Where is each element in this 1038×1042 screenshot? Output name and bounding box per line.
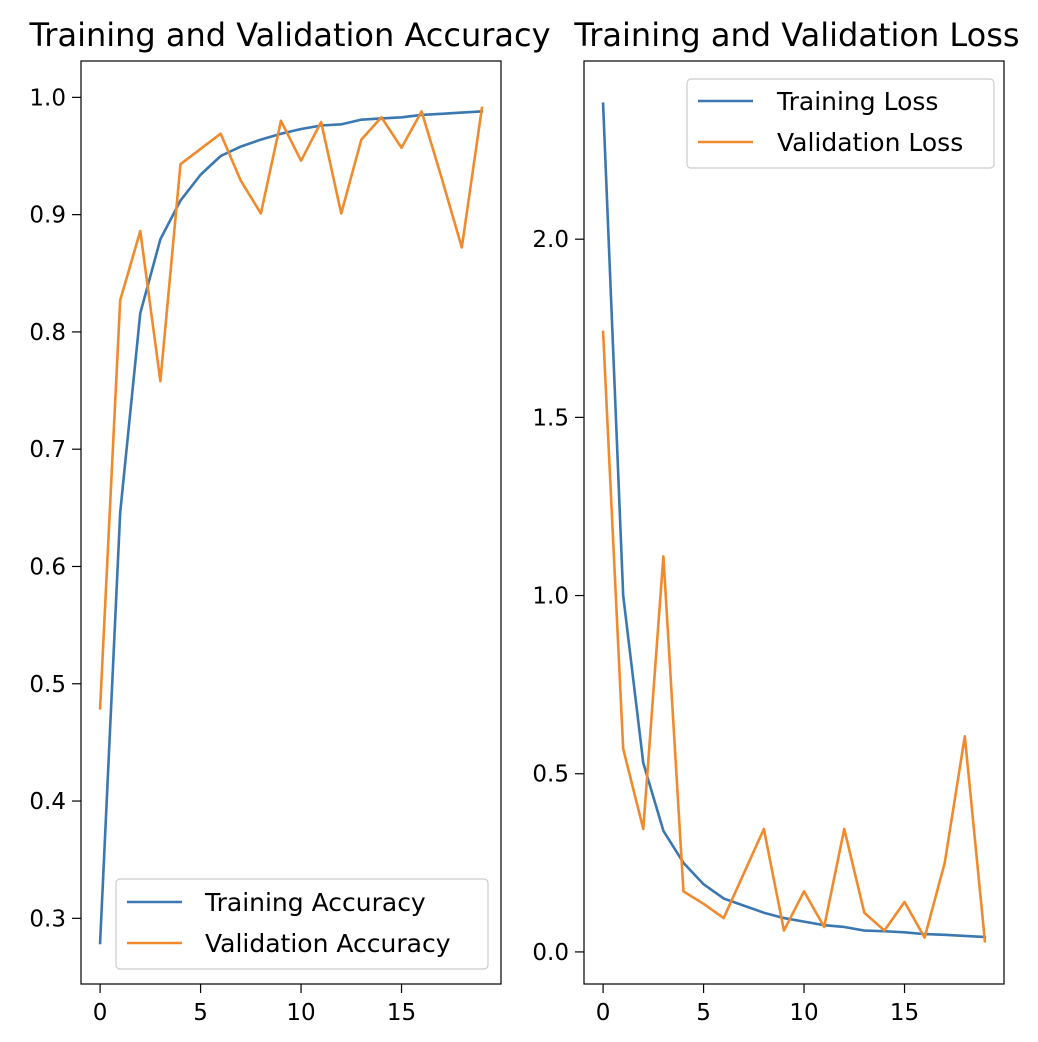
accuracy-x-tick-label: 15 (387, 1000, 416, 1026)
accuracy-legend-box (115, 878, 489, 970)
accuracy-y-tick-label: 0.4 (29, 789, 66, 815)
loss-y-tick-label: 1.5 (532, 405, 569, 431)
loss-x-tick-label: 5 (696, 1000, 711, 1026)
loss-legend-box (686, 78, 995, 169)
accuracy-x-tick-label: 10 (286, 1000, 315, 1026)
loss-chart-title: Training and Validation Loss (573, 16, 1019, 54)
legend-label-training-accuracy: Training Accuracy (204, 888, 426, 917)
accuracy-y-tick-label: 0.6 (29, 554, 66, 580)
series-line-validation-loss (601, 330, 987, 943)
loss-y-tick-label: 2.0 (532, 227, 569, 253)
legend-label-validation-loss: Validation Loss (777, 128, 963, 157)
accuracy-y-tick-label: 0.3 (29, 906, 66, 932)
loss-plot-frame (583, 60, 1005, 985)
accuracy-legend: Training Accuracy Validation Accuracy (115, 878, 489, 970)
accuracy-x-tick-label: 0 (93, 1000, 108, 1026)
legend-label-validation-accuracy: Validation Accuracy (205, 929, 451, 958)
accuracy-plot-frame (80, 60, 502, 985)
accuracy-y-tick-label: 0.9 (29, 203, 66, 229)
loss-legend: Training Loss Validation Loss (686, 78, 995, 169)
accuracy-y-tick-label: 0.7 (29, 437, 66, 463)
series-line-validation-accuracy (98, 106, 484, 710)
accuracy-x-tick-label: 5 (193, 1000, 208, 1026)
accuracy-chart: Training and Validation Accuracy 0 5 10 15 0… (28, 16, 550, 1026)
accuracy-y-tick-label: 0.8 (29, 320, 66, 346)
loss-x-tick-label: 0 (596, 1000, 611, 1026)
loss-x-tick-label: 10 (789, 1000, 818, 1026)
legend-label-training-loss: Training Loss (776, 87, 938, 116)
loss-y-tick-label: 0.0 (532, 940, 569, 966)
loss-chart: Training and Validation Loss 0 5 10 15 0.0 0.… (532, 16, 1019, 1026)
accuracy-y-tick-label: 1.0 (29, 85, 66, 111)
accuracy-y-tick-label: 0.5 (29, 672, 66, 698)
accuracy-chart-title: Training and Validation Accuracy (28, 16, 550, 54)
loss-y-tick-label: 1.0 (532, 584, 569, 610)
loss-x-tick-label: 15 (890, 1000, 919, 1026)
loss-y-tick-label: 0.5 (532, 762, 569, 788)
